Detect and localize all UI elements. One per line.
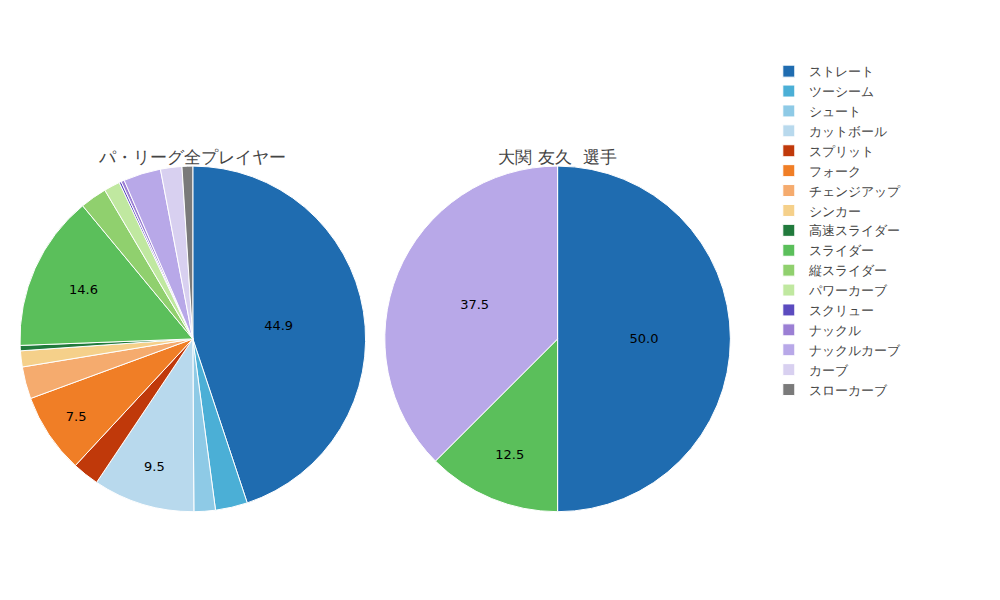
svg-text:50.0: 50.0 (630, 331, 659, 346)
svg-text:7.5: 7.5 (66, 409, 87, 424)
svg-text:44.9: 44.9 (264, 318, 293, 333)
svg-text:スクリュー: スクリュー (809, 303, 874, 318)
svg-text:大関 友久 選手: 大関 友久 選手 (498, 147, 616, 167)
svg-text:チェンジアップ: チェンジアップ (809, 184, 901, 199)
svg-text:高速スライダー: 高速スライダー (809, 223, 900, 238)
svg-text:ナックルカーブ: ナックルカーブ (809, 343, 901, 358)
svg-text:9.5: 9.5 (144, 459, 165, 474)
svg-text:ストレート: ストレート (809, 64, 874, 79)
svg-text:37.5: 37.5 (460, 297, 489, 312)
svg-text:縦スライダー: 縦スライダー (808, 263, 887, 278)
svg-text:パワーカーブ: パワーカーブ (808, 283, 888, 298)
svg-text:12.5: 12.5 (495, 447, 524, 462)
svg-text:ツーシーム: ツーシーム (809, 84, 874, 99)
svg-text:14.6: 14.6 (69, 282, 98, 297)
svg-text:シュート: シュート (809, 104, 861, 119)
svg-text:シンカー: シンカー (809, 204, 861, 219)
svg-text:スローカーブ: スローカーブ (809, 383, 888, 398)
svg-text:ナックル: ナックル (809, 323, 861, 338)
svg-text:スライダー: スライダー (809, 243, 874, 258)
svg-text:パ・リーグ全プレイヤー: パ・リーグ全プレイヤー (98, 147, 286, 167)
svg-text:フォーク: フォーク (809, 164, 861, 179)
svg-text:スプリット: スプリット (809, 144, 874, 159)
svg-text:カットボール: カットボール (809, 124, 887, 139)
svg-text:カーブ: カーブ (809, 363, 849, 378)
